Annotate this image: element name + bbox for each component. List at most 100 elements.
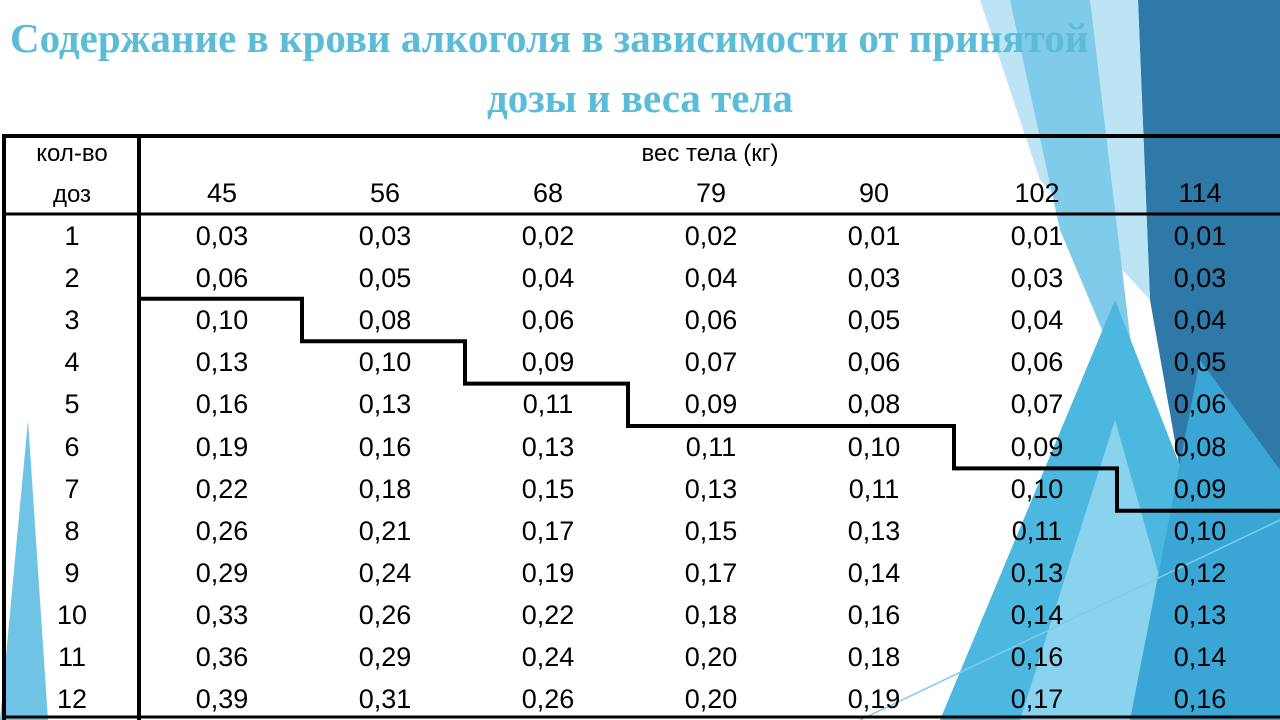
table-cell: 0,11 (522, 389, 574, 420)
decor-left-sliver (0, 420, 48, 720)
table-cell: 0,31 (358, 684, 412, 715)
table-cell: 0,07 (1010, 389, 1064, 420)
table-cell: 0,02 (684, 221, 738, 251)
table-cell: 0,04 (1010, 305, 1064, 336)
table-cell: 0,16 (1173, 684, 1227, 715)
table-cell: 0,20 (684, 684, 738, 715)
table-cell: 0,13 (1010, 557, 1064, 588)
table-cell: 0,08 (847, 389, 901, 420)
column-header-weight: 79 (695, 178, 727, 208)
table-cell: 0,03 (358, 221, 412, 251)
table-cell: 0,16 (847, 599, 901, 630)
table-cell: 0,17 (1010, 684, 1064, 715)
table-cell: 0,04 (1173, 305, 1227, 336)
table-cell: 0,29 (195, 557, 249, 588)
table-cell: 0,13 (684, 473, 738, 504)
table-cell: 0,26 (358, 599, 412, 630)
column-header-weight: 56 (369, 178, 401, 208)
table-cell: 0,16 (1010, 642, 1064, 672)
table-cell: 0,11 (1011, 515, 1063, 546)
row-header-doses: 2 (64, 263, 80, 294)
table-cell: 0,14 (1010, 599, 1064, 630)
table-cell: 0,01 (1173, 221, 1227, 251)
table-cell: 0,18 (358, 473, 412, 504)
table-cell: 0,10 (195, 305, 249, 336)
table-cell: 0,03 (1173, 263, 1227, 294)
table-cell: 0,29 (358, 642, 412, 672)
row-header-doses: 4 (64, 347, 80, 378)
table-cell: 0,06 (521, 305, 575, 336)
table-cell: 0,04 (521, 263, 575, 294)
row-header-doses: 3 (64, 305, 80, 336)
table-cell: 0,15 (521, 473, 575, 504)
table-cell: 0,10 (1010, 473, 1064, 504)
table-cell: 0,18 (847, 642, 901, 672)
table-cell: 0,16 (195, 389, 249, 420)
column-header-weight: 45 (206, 178, 238, 208)
table-cell: 0,26 (195, 515, 249, 546)
table-cell: 0,16 (358, 431, 412, 462)
table-cell: 0,08 (358, 305, 412, 336)
table-cell: 0,14 (847, 557, 901, 588)
column-header-weight: 90 (858, 178, 890, 208)
table-cell: 0,39 (195, 684, 249, 715)
table-cell: 0,06 (847, 347, 901, 378)
table-cell: 0,01 (847, 221, 901, 251)
row-header-doses: 9 (64, 557, 80, 588)
table-cell: 0,21 (358, 515, 412, 546)
table-cell: 0,19 (847, 684, 901, 715)
table-cell: 0,05 (847, 305, 901, 336)
table-cell: 0,10 (1173, 515, 1227, 546)
table-cell: 0,06 (195, 263, 249, 294)
table-cell: 0,17 (521, 515, 575, 546)
table-cell: 0,10 (847, 431, 901, 462)
table-cell: 0,13 (195, 347, 249, 378)
table-cell: 0,01 (1010, 221, 1064, 251)
table-cell: 0,04 (684, 263, 738, 294)
table-cell: 0,11 (685, 431, 737, 462)
table-cell: 0,10 (358, 347, 412, 378)
table-cell: 0,20 (684, 642, 738, 672)
row-header-doses: 12 (56, 684, 88, 715)
table-cell: 0,15 (684, 515, 738, 546)
row-header-doses-line1: кол-во (36, 140, 108, 167)
row-header-doses-line2: доз (52, 181, 92, 208)
table-cell: 0,06 (684, 305, 738, 336)
table-cell: 0,03 (847, 263, 901, 294)
column-group-header-weight: вес тела (кг) (641, 140, 779, 167)
table-cell: 0,26 (521, 684, 575, 715)
table-cell: 0,22 (521, 599, 575, 630)
table-cell: 0,09 (684, 389, 738, 420)
page-title-line2-text: дозы и веса тела (487, 75, 793, 121)
row-header-doses: 8 (64, 515, 80, 546)
table-cell: 0,24 (358, 557, 412, 588)
table-cell: 0,06 (1010, 347, 1064, 378)
table-cell: 0,09 (1173, 473, 1227, 504)
row-header-doses: 7 (64, 473, 80, 504)
table-cell: 0,13 (1173, 599, 1227, 630)
table-cell: 0,06 (1173, 389, 1227, 420)
table-cell: 0,14 (1173, 642, 1227, 672)
table-cell: 0,24 (521, 642, 575, 672)
row-header-doses: 5 (64, 389, 80, 420)
table-cell: 0,09 (1010, 431, 1064, 462)
table-cell: 0,11 (848, 473, 900, 504)
row-header-doses: 6 (64, 431, 80, 462)
table-cell: 0,22 (195, 473, 249, 504)
table-cell: 0,13 (358, 389, 412, 420)
table-cell: 0,03 (195, 221, 249, 251)
table-cell: 0,19 (195, 431, 249, 462)
table-cell: 0,03 (1010, 263, 1064, 294)
column-header-weight: 114 (1178, 178, 1222, 208)
table-cell: 0,09 (521, 347, 575, 378)
page-title-line1: Содержание в крови алкоголя в зависимост… (10, 15, 1089, 61)
page-title-line2: дозы и веса тела (0, 74, 1280, 122)
table-cell: 0,36 (195, 642, 249, 672)
table-cell: 0,13 (521, 431, 575, 462)
decor-line (859, 519, 1280, 720)
row-header-doses: 10 (56, 599, 88, 630)
row-header-doses: 11 (57, 642, 87, 672)
table-cell: 0,07 (684, 347, 738, 378)
table-cell: 0,19 (521, 557, 575, 588)
table-cell: 0,12 (1173, 557, 1227, 588)
